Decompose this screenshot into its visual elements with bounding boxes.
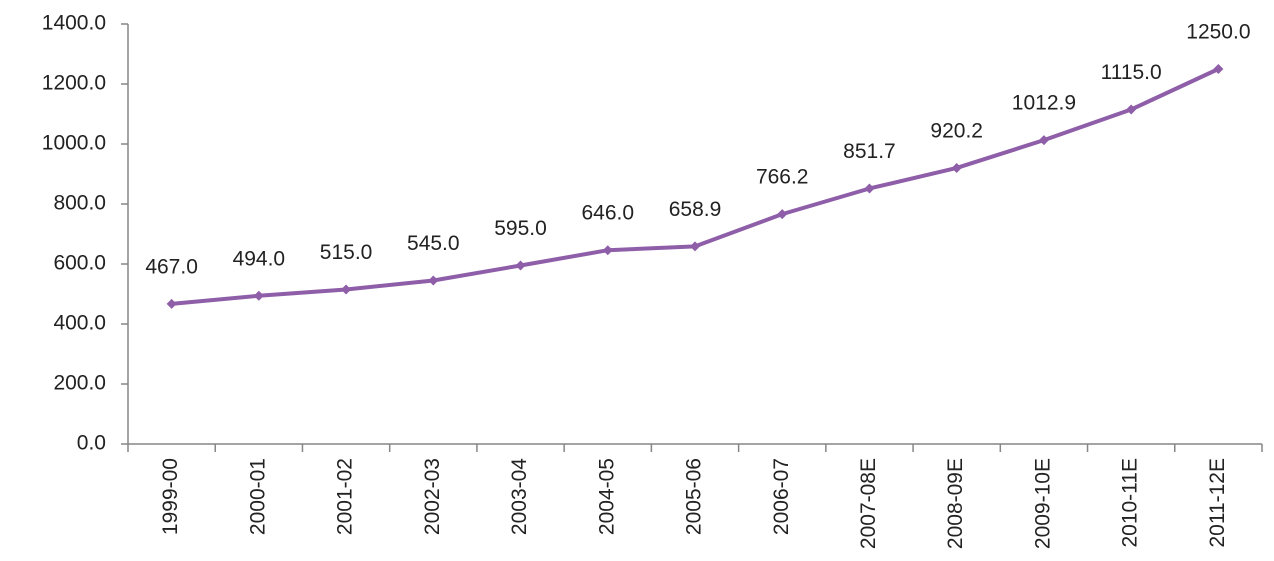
x-tick-label: 2010-11E <box>1119 458 1142 548</box>
y-tick-label: 400.0 <box>53 312 106 335</box>
x-tick-label: 2007-08E <box>857 458 880 549</box>
y-tick-label: 1000.0 <box>42 132 106 155</box>
data-label: 766.2 <box>756 166 809 189</box>
x-tick-label: 2008-09E <box>944 458 967 549</box>
x-tick-label: 2006-07 <box>770 458 793 535</box>
data-label: 1012.9 <box>1012 92 1076 115</box>
data-point <box>253 290 264 301</box>
data-point <box>602 245 613 256</box>
data-point <box>777 209 788 220</box>
data-point <box>951 162 962 173</box>
data-point <box>1126 104 1137 115</box>
y-tick-label: 1200.0 <box>42 72 106 95</box>
y-tick-label: 1400.0 <box>42 12 106 35</box>
data-label: 851.7 <box>843 140 896 163</box>
data-point <box>341 284 352 295</box>
data-point <box>690 241 700 252</box>
data-label: 646.0 <box>581 202 634 225</box>
data-point <box>166 298 177 309</box>
data-label: 658.9 <box>669 198 722 221</box>
y-tick-label: 800.0 <box>53 192 106 215</box>
x-tick-label: 1999-00 <box>159 458 182 535</box>
data-label: 545.0 <box>407 232 460 255</box>
x-tick-label: 2001-02 <box>334 458 357 535</box>
x-tick-label: 2003-04 <box>508 458 531 535</box>
data-label: 1115.0 <box>1101 61 1162 84</box>
data-label: 494.0 <box>233 247 286 270</box>
data-point <box>515 260 526 271</box>
data-label: 595.0 <box>494 217 547 240</box>
x-tick-label: 2005-06 <box>683 458 706 535</box>
data-label: 515.0 <box>320 241 373 264</box>
y-tick-label: 200.0 <box>53 372 106 395</box>
x-tick-label: 2009-10E <box>1031 458 1054 549</box>
x-tick-label: 2000-01 <box>246 458 269 535</box>
data-point <box>428 275 439 286</box>
y-tick-label: 0.0 <box>77 432 106 455</box>
x-tick-label: 2004-05 <box>595 458 618 535</box>
data-point <box>864 183 875 194</box>
data-label: 467.0 <box>145 255 198 278</box>
data-point <box>1038 135 1049 146</box>
data-label: 1250.0 <box>1186 21 1250 44</box>
x-tick-label: 2002-03 <box>421 458 444 535</box>
y-tick-label: 600.0 <box>53 252 106 275</box>
x-tick-label: 2011-12E <box>1206 458 1229 548</box>
data-point <box>1213 64 1224 74</box>
data-label: 920.2 <box>930 119 983 142</box>
